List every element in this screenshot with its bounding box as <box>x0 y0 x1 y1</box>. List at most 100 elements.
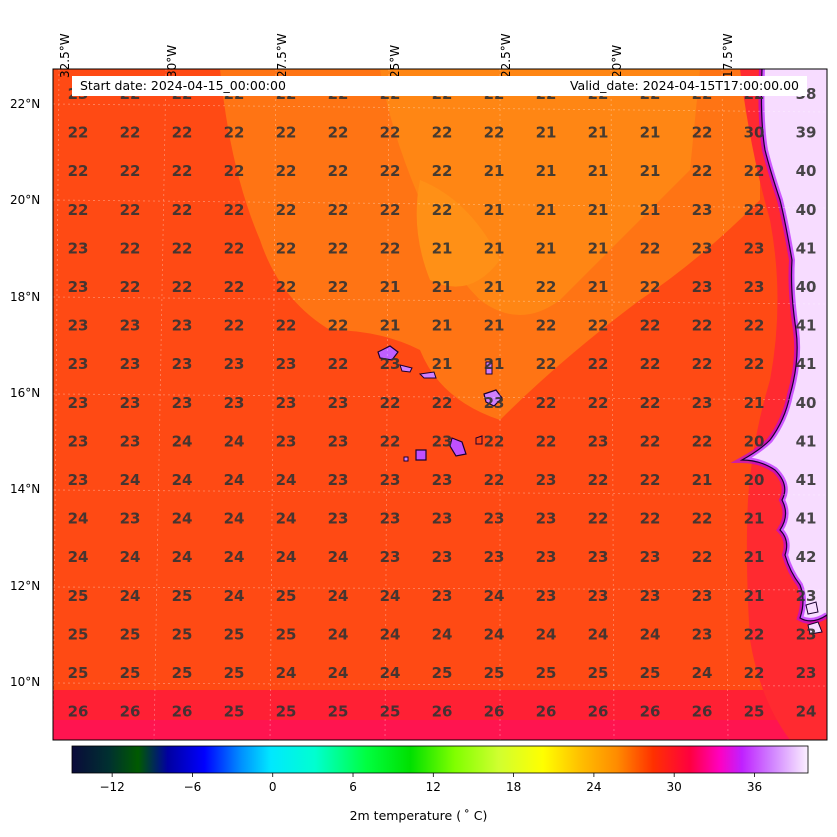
grid-value: 24 <box>640 625 661 643</box>
grid-value: 22 <box>536 278 557 296</box>
grid-value: 23 <box>432 471 453 489</box>
lon-label: 32.5°W <box>58 33 72 78</box>
grid-value: 24 <box>380 587 401 605</box>
grid-value: 21 <box>536 124 557 142</box>
map-field: 2322222222222222222222222222382222222222… <box>53 69 827 740</box>
grid-value: 23 <box>692 394 713 412</box>
grid-value: 23 <box>68 471 89 489</box>
grid-value: 23 <box>796 587 817 605</box>
grid-value: 26 <box>588 703 609 721</box>
grid-value: 22 <box>692 432 713 450</box>
grid-value: 21 <box>380 317 401 335</box>
grid-value: 24 <box>120 471 141 489</box>
grid-value: 22 <box>172 239 193 257</box>
grid-value: 22 <box>692 162 713 180</box>
grid-value: 22 <box>380 394 401 412</box>
grid-value: 23 <box>328 471 349 489</box>
grid-value: 41 <box>796 471 817 489</box>
grid-value: 25 <box>432 664 453 682</box>
grid-value: 23 <box>536 587 557 605</box>
grid-value: 23 <box>68 278 89 296</box>
grid-value: 23 <box>640 548 661 566</box>
grid-value: 22 <box>120 162 141 180</box>
colorbar-tick-label: 12 <box>425 780 441 794</box>
grid-value: 24 <box>328 664 349 682</box>
grid-value: 41 <box>796 432 817 450</box>
grid-value: 22 <box>172 124 193 142</box>
grid-value: 22 <box>692 548 713 566</box>
grid-value: 22 <box>588 394 609 412</box>
grid-value: 23 <box>484 394 505 412</box>
lat-label: 12°N <box>10 579 41 593</box>
grid-value: 22 <box>276 124 297 142</box>
grid-value: 22 <box>588 510 609 528</box>
island-fogo <box>415 449 427 461</box>
grid-value: 26 <box>640 703 661 721</box>
grid-value: 22 <box>432 162 453 180</box>
grid-value: 24 <box>172 548 193 566</box>
grid-value: 25 <box>588 664 609 682</box>
grid-value: 22 <box>744 317 765 335</box>
grid-value: 22 <box>68 201 89 219</box>
grid-value: 22 <box>276 162 297 180</box>
grid-value: 22 <box>328 355 349 373</box>
grid-value: 22 <box>640 355 661 373</box>
lat-label: 22°N <box>10 97 41 111</box>
grid-value: 21 <box>432 317 453 335</box>
grid-value: 21 <box>640 201 661 219</box>
grid-value: 21 <box>484 317 505 335</box>
grid-value: 21 <box>692 471 713 489</box>
grid-value: 22 <box>536 432 557 450</box>
grid-value: 21 <box>432 239 453 257</box>
grid-value: 21 <box>484 162 505 180</box>
grid-value: 25 <box>276 587 297 605</box>
grid-value: 24 <box>68 548 89 566</box>
lon-label: 22.5°W <box>499 33 513 78</box>
grid-value: 21 <box>380 278 401 296</box>
grid-value: 21 <box>588 278 609 296</box>
grid-value: 24 <box>224 471 245 489</box>
grid-value: 22 <box>432 201 453 219</box>
grid-value: 40 <box>796 162 817 180</box>
grid-value: 25 <box>172 587 193 605</box>
grid-value: 22 <box>536 317 557 335</box>
grid-value: 22 <box>328 162 349 180</box>
graticule <box>53 69 827 740</box>
grid-value: 22 <box>328 239 349 257</box>
grid-value: 23 <box>172 317 193 335</box>
grid-value: 26 <box>692 703 713 721</box>
grid-value: 22 <box>120 201 141 219</box>
colorbar-tick-label: 0 <box>268 780 277 794</box>
grid-value: 22 <box>744 355 765 373</box>
grid-value: 22 <box>432 394 453 412</box>
grid-value: 41 <box>796 510 817 528</box>
grid-value: 30 <box>744 124 765 142</box>
grid-value: 21 <box>744 587 765 605</box>
grid-value: 22 <box>692 510 713 528</box>
grid-value: 22 <box>692 317 713 335</box>
grid-value: 40 <box>796 201 817 219</box>
grid-value: 23 <box>432 510 453 528</box>
grid-value: 22 <box>380 162 401 180</box>
grid-temperature-values: 2322222222222222222222222222382222222222… <box>68 85 817 721</box>
grid-value: 22 <box>692 355 713 373</box>
island-santiago <box>449 437 467 457</box>
grid-value: 21 <box>484 278 505 296</box>
grid-value: 24 <box>276 664 297 682</box>
grid-value: 23 <box>536 510 557 528</box>
grid-value: 23 <box>328 510 349 528</box>
grid-value: 23 <box>588 432 609 450</box>
grid-value: 23 <box>120 355 141 373</box>
grid-value: 23 <box>380 510 401 528</box>
grid-value: 21 <box>588 201 609 219</box>
grid-value: 22 <box>276 239 297 257</box>
grid-value: 26 <box>432 703 453 721</box>
grid-value: 22 <box>380 124 401 142</box>
grid-value: 21 <box>588 124 609 142</box>
grid-value: 24 <box>120 548 141 566</box>
grid-value: 24 <box>328 548 349 566</box>
grid-value: 22 <box>328 124 349 142</box>
grid-value: 23 <box>380 471 401 489</box>
grid-value: 21 <box>484 239 505 257</box>
